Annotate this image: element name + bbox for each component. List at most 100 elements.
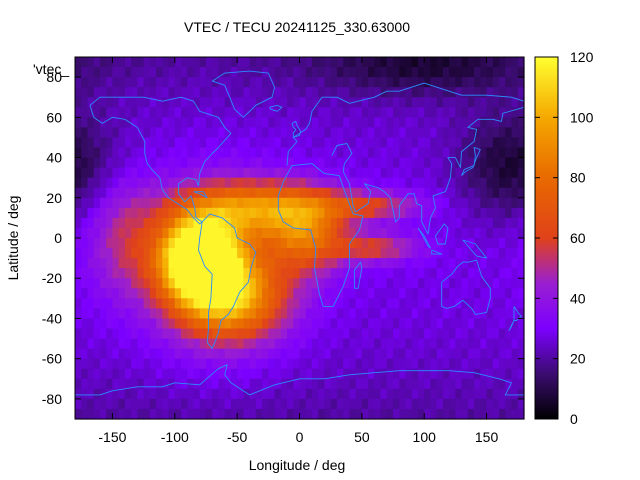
heatmap-cell (187, 77, 195, 88)
heatmap-cell (492, 338, 500, 350)
heatmap-cell (480, 137, 488, 149)
heatmap-cell (455, 217, 463, 229)
heatmap-cell (374, 67, 382, 78)
heatmap-cell (162, 408, 170, 420)
heatmap-cell (106, 308, 114, 320)
heatmap-cell (349, 398, 357, 410)
heatmap-cell (368, 227, 375, 239)
heatmap-cell (181, 328, 188, 340)
heatmap-cell (361, 378, 369, 390)
heatmap-cell (237, 358, 244, 370)
heatmap-cell (99, 107, 107, 118)
heatmap-cell (486, 187, 494, 199)
heatmap-cell (168, 358, 176, 370)
heatmap-cell (224, 97, 232, 108)
heatmap-cell (118, 408, 126, 420)
heatmap-cell (243, 238, 251, 249)
heatmap-cell (424, 137, 432, 149)
heatmap-cell (355, 338, 363, 350)
heatmap-cell (318, 137, 326, 149)
heatmap-cell (399, 57, 407, 68)
heatmap-cell (181, 268, 188, 279)
heatmap-cell (199, 248, 207, 259)
heatmap-cell (424, 288, 432, 299)
x-tick-label: 100 (413, 429, 437, 445)
heatmap-cell (436, 388, 444, 400)
heatmap-cell (81, 338, 89, 350)
heatmap-cell (324, 258, 332, 269)
heatmap-cell (93, 288, 101, 299)
heatmap-cell (187, 177, 195, 189)
heatmap-cell (393, 147, 400, 159)
heatmap-cell (212, 298, 220, 309)
heatmap-cell (424, 248, 432, 259)
heatmap-cell (143, 137, 151, 149)
heatmap-cell (280, 288, 288, 299)
heatmap-cell (492, 388, 500, 400)
heatmap-cell (349, 177, 357, 189)
heatmap-cell (255, 117, 263, 128)
heatmap-cell (287, 248, 294, 259)
heatmap-cell (318, 187, 326, 199)
heatmap-cell (193, 197, 201, 209)
heatmap-cell (343, 388, 350, 400)
heatmap-cell (243, 217, 251, 229)
heatmap-cell (224, 197, 232, 209)
heatmap-cell (131, 398, 138, 410)
heatmap-cell (442, 378, 450, 390)
heatmap-cell (436, 227, 444, 239)
heatmap-cell (118, 137, 126, 149)
heatmap-cell (156, 187, 163, 199)
heatmap-cell (218, 358, 226, 370)
heatmap-cell (193, 398, 201, 410)
heatmap-cell (143, 97, 151, 108)
heatmap-cell (293, 248, 301, 259)
heatmap-cell (480, 278, 488, 289)
heatmap-cell (380, 157, 388, 169)
heatmap-cell (218, 308, 226, 320)
heatmap-cell (280, 248, 288, 259)
heatmap-cell (124, 318, 132, 330)
heatmap-cell (149, 378, 157, 390)
heatmap-cell (87, 77, 95, 88)
heatmap-cell (517, 127, 525, 139)
heatmap-cell (442, 97, 450, 108)
heatmap-cell (75, 137, 82, 149)
heatmap-cell (137, 388, 145, 400)
heatmap-cell (517, 147, 525, 159)
heatmap-cell (324, 368, 332, 380)
heatmap-cell (311, 197, 319, 209)
heatmap-cell (442, 388, 450, 400)
heatmap-cell (511, 57, 519, 68)
heatmap-cell (436, 107, 444, 118)
heatmap-cell (355, 187, 363, 199)
heatmap-cell (467, 288, 475, 299)
heatmap-cell (467, 378, 475, 390)
heatmap-cell (168, 368, 176, 380)
heatmap-cell (386, 177, 394, 189)
heatmap-cell (505, 117, 513, 128)
heatmap-cell (156, 107, 163, 118)
heatmap-cell (461, 97, 469, 108)
heatmap-cell (517, 288, 525, 299)
heatmap-cell (143, 177, 151, 189)
heatmap-cell (411, 278, 419, 289)
heatmap-cell (393, 227, 400, 239)
heatmap-cell (143, 388, 151, 400)
heatmap-cell (81, 137, 89, 149)
heatmap-cell (305, 388, 313, 400)
heatmap-cell (212, 378, 220, 390)
heatmap-cell (87, 87, 95, 98)
heatmap-cell (492, 97, 500, 108)
heatmap-cell (511, 238, 519, 249)
heatmap-cell (486, 248, 494, 259)
heatmap-cell (156, 117, 163, 128)
heatmap-cell (106, 167, 114, 179)
heatmap-cell (174, 248, 182, 259)
heatmap-cell (181, 338, 188, 350)
heatmap-cell (181, 378, 188, 390)
heatmap-cell (467, 57, 475, 68)
heatmap-cell (417, 278, 425, 289)
heatmap-cell (106, 137, 114, 149)
heatmap-cell (411, 368, 419, 380)
